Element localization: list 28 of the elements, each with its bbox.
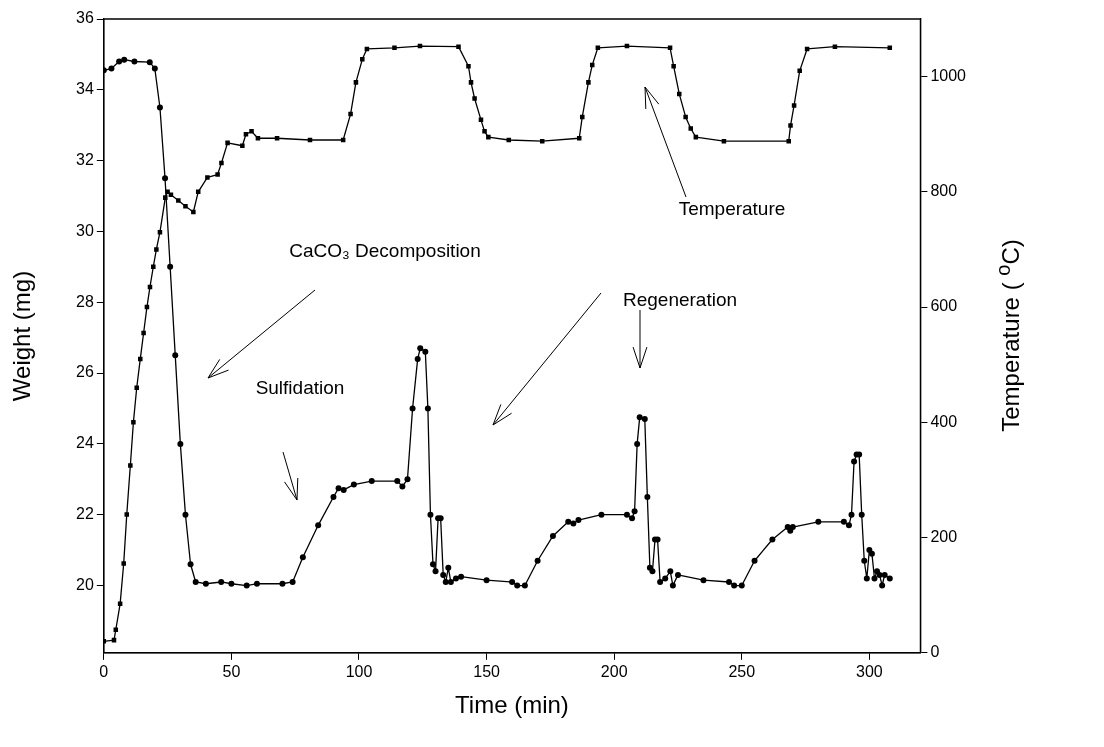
x-tick-label: 50 — [222, 662, 241, 680]
annotation: Temperature — [678, 198, 786, 220]
x-tick-label: 200 — [600, 662, 628, 680]
y-tick-label: 22 — [76, 505, 94, 523]
y2-tick-label: 600 — [930, 297, 958, 315]
annotation: Regeneration — [622, 289, 738, 311]
x-tick-label: 300 — [856, 662, 883, 680]
y-tick-label: 30 — [76, 221, 94, 239]
y-axis-title: Weight (mg) — [8, 270, 37, 402]
y2-tick-label: 0 — [930, 643, 940, 661]
annotation: Sulfidation — [255, 377, 345, 399]
y-tick-label: 26 — [76, 363, 94, 381]
y2-tick-label: 800 — [930, 182, 958, 200]
x-tick-label: 100 — [345, 662, 373, 680]
x-tick-label: 250 — [728, 662, 756, 680]
y2-tick-label: 1000 — [930, 67, 967, 85]
y-tick-label: 36 — [76, 9, 94, 27]
x-axis-title: Time (min) — [455, 690, 569, 719]
y2-tick-label: 200 — [930, 527, 958, 545]
y-tick-label: 28 — [76, 292, 94, 310]
y-tick-label: 34 — [76, 80, 94, 98]
x-tick-label: 150 — [473, 662, 501, 680]
y-tick-label: 32 — [76, 151, 94, 169]
annotation: CaCO₃ Decomposition — [289, 240, 481, 262]
x-tick-label: 0 — [99, 662, 109, 680]
y-tick-label: 24 — [76, 434, 94, 452]
y-tick-label: 20 — [76, 575, 94, 593]
y2-tick-label: 400 — [930, 412, 958, 430]
